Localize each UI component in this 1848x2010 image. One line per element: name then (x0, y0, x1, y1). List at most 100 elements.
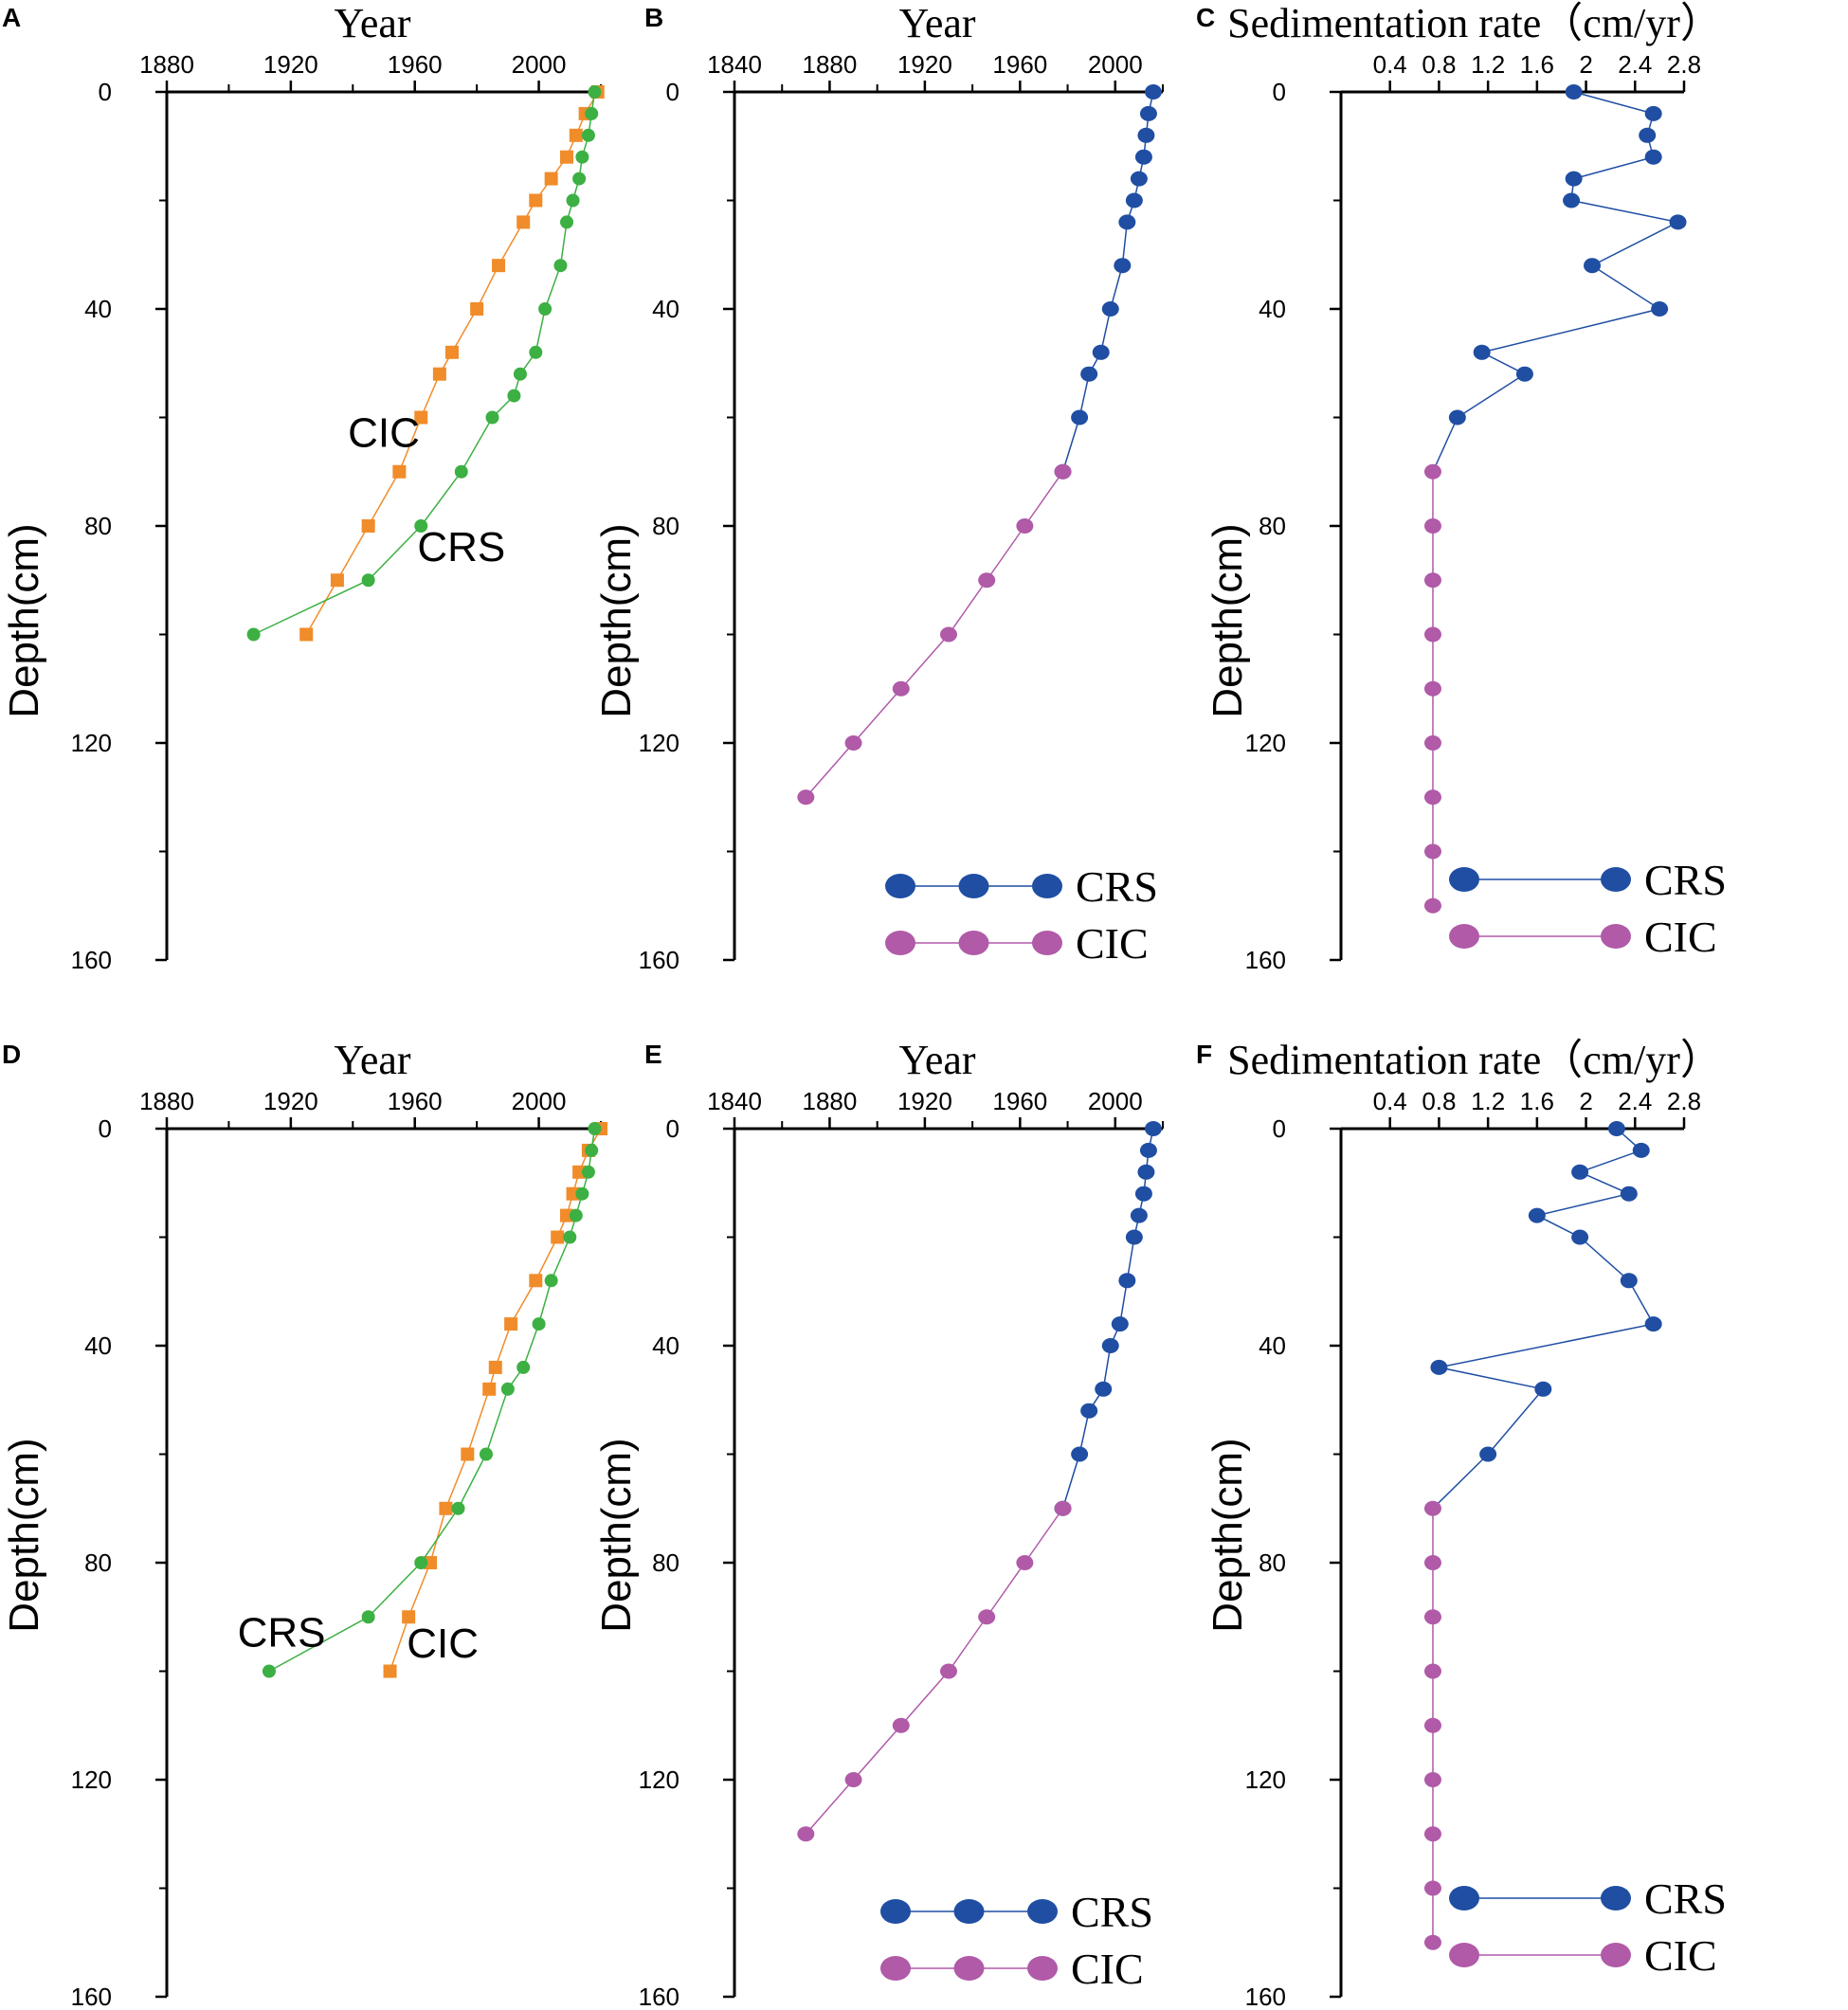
data-point (1137, 1164, 1155, 1180)
data-point (1016, 1555, 1034, 1570)
y-tick-label: 40 (1259, 1331, 1286, 1360)
data-point (1565, 171, 1583, 187)
y-tick-label: 120 (71, 1766, 112, 1794)
y-axis-label: Depth(cm) (593, 1438, 640, 1632)
data-point (516, 215, 531, 229)
data-point (1130, 171, 1148, 187)
panel-letter: E (644, 1040, 662, 1069)
data-point (1054, 463, 1072, 480)
data-point (560, 150, 574, 164)
series-crs (1430, 1121, 1662, 1462)
y-tick-label: 120 (639, 1766, 679, 1794)
y-tick-label: 160 (71, 946, 112, 974)
data-point (1423, 463, 1441, 480)
data-point (504, 1317, 518, 1331)
chart-title: Sedimentation rate（cm/yr） (1227, 0, 1722, 46)
data-point (1639, 127, 1657, 143)
chart-title: Year (334, 0, 410, 46)
data-point (575, 150, 589, 164)
data-point (461, 1447, 475, 1461)
data-point (1423, 1934, 1441, 1950)
data-point (563, 1230, 577, 1244)
legend-marker (1601, 1886, 1631, 1910)
panel-letter: B (644, 3, 663, 32)
x-tick-label: 1.2 (1471, 1087, 1505, 1115)
data-point (1430, 1359, 1448, 1375)
chart-title: Year (898, 0, 975, 46)
data-point (544, 172, 558, 186)
data-point (414, 1556, 428, 1569)
data-point (1515, 366, 1533, 382)
y-tick-label: 40 (84, 295, 112, 323)
data-point (572, 172, 587, 186)
legend-item-crs: CRS (1449, 1874, 1727, 1923)
data-point (361, 519, 375, 533)
data-point (551, 1230, 565, 1244)
y-axis-label: Depth(cm) (1, 523, 47, 717)
y-tick-label: 80 (1259, 1548, 1286, 1577)
data-point (797, 789, 815, 806)
data-point (566, 193, 580, 208)
legend-marker (953, 1899, 985, 1924)
data-point (1130, 1207, 1148, 1223)
data-point (1423, 1717, 1441, 1733)
series-annotation: CIC (407, 1621, 479, 1667)
series-cic (797, 1500, 1072, 1842)
x-tick-label: 1880 (139, 1087, 194, 1115)
y-tick-label: 0 (99, 78, 112, 106)
data-point (553, 259, 568, 273)
data-point (454, 464, 468, 479)
x-tick-label: 1920 (897, 50, 952, 79)
x-tick-label: 1960 (388, 50, 443, 79)
x-tick-label: 0.8 (1422, 50, 1456, 79)
data-point (1423, 897, 1441, 914)
x-tick-label: 1880 (803, 1087, 858, 1115)
legend-marker (1032, 931, 1062, 955)
data-point (529, 345, 543, 359)
data-point (1565, 84, 1583, 100)
data-point (844, 1772, 862, 1787)
data-point (432, 367, 446, 381)
x-tick-label: 1840 (707, 50, 762, 79)
x-tick-label: 1.6 (1520, 50, 1554, 79)
data-point (414, 519, 428, 533)
series-cic (1423, 463, 1441, 914)
y-tick-label: 120 (1245, 729, 1286, 757)
data-point (1571, 1229, 1589, 1245)
series-crs (262, 1122, 602, 1678)
x-tick-label: 1960 (388, 1087, 443, 1115)
legend-label: CIC (1644, 1931, 1717, 1980)
y-tick-label: 80 (652, 1548, 679, 1577)
data-point (544, 1274, 558, 1288)
x-tick-label: 1920 (263, 50, 318, 79)
data-point (797, 1826, 815, 1842)
x-tick-label: 1840 (707, 1087, 762, 1115)
series-crs (1054, 1121, 1162, 1516)
data-point (1644, 105, 1662, 121)
data-point (1423, 843, 1441, 860)
x-tick-label: 2 (1579, 1087, 1592, 1115)
chart-title: Sedimentation rate（cm/yr） (1227, 1037, 1722, 1083)
series-crs (1448, 84, 1687, 426)
data-point (569, 128, 583, 142)
legend-marker (1027, 1899, 1058, 1924)
series-connector (1432, 417, 1458, 473)
series-cic (797, 463, 1072, 806)
x-tick-label: 2.8 (1667, 1087, 1701, 1115)
data-point (575, 1186, 589, 1201)
data-point (1101, 1338, 1119, 1353)
legend-marker (1449, 1943, 1479, 1967)
x-tick-label: 1880 (139, 50, 194, 79)
data-point (1644, 1316, 1662, 1332)
data-point (492, 259, 506, 273)
panel-d: D 1880 1920 1960 2000 0 40 80 120 160 Year Depth(cm… (1, 1037, 607, 2010)
y-tick-label: 80 (1259, 512, 1286, 540)
data-point (1423, 572, 1441, 589)
data-point (1139, 105, 1157, 121)
data-point (1423, 518, 1441, 534)
x-tick-label: 2000 (512, 50, 567, 79)
x-tick-label: 2000 (512, 1087, 567, 1115)
data-point (1620, 1273, 1638, 1289)
data-point (1016, 518, 1034, 534)
legend-marker (880, 1956, 911, 1981)
